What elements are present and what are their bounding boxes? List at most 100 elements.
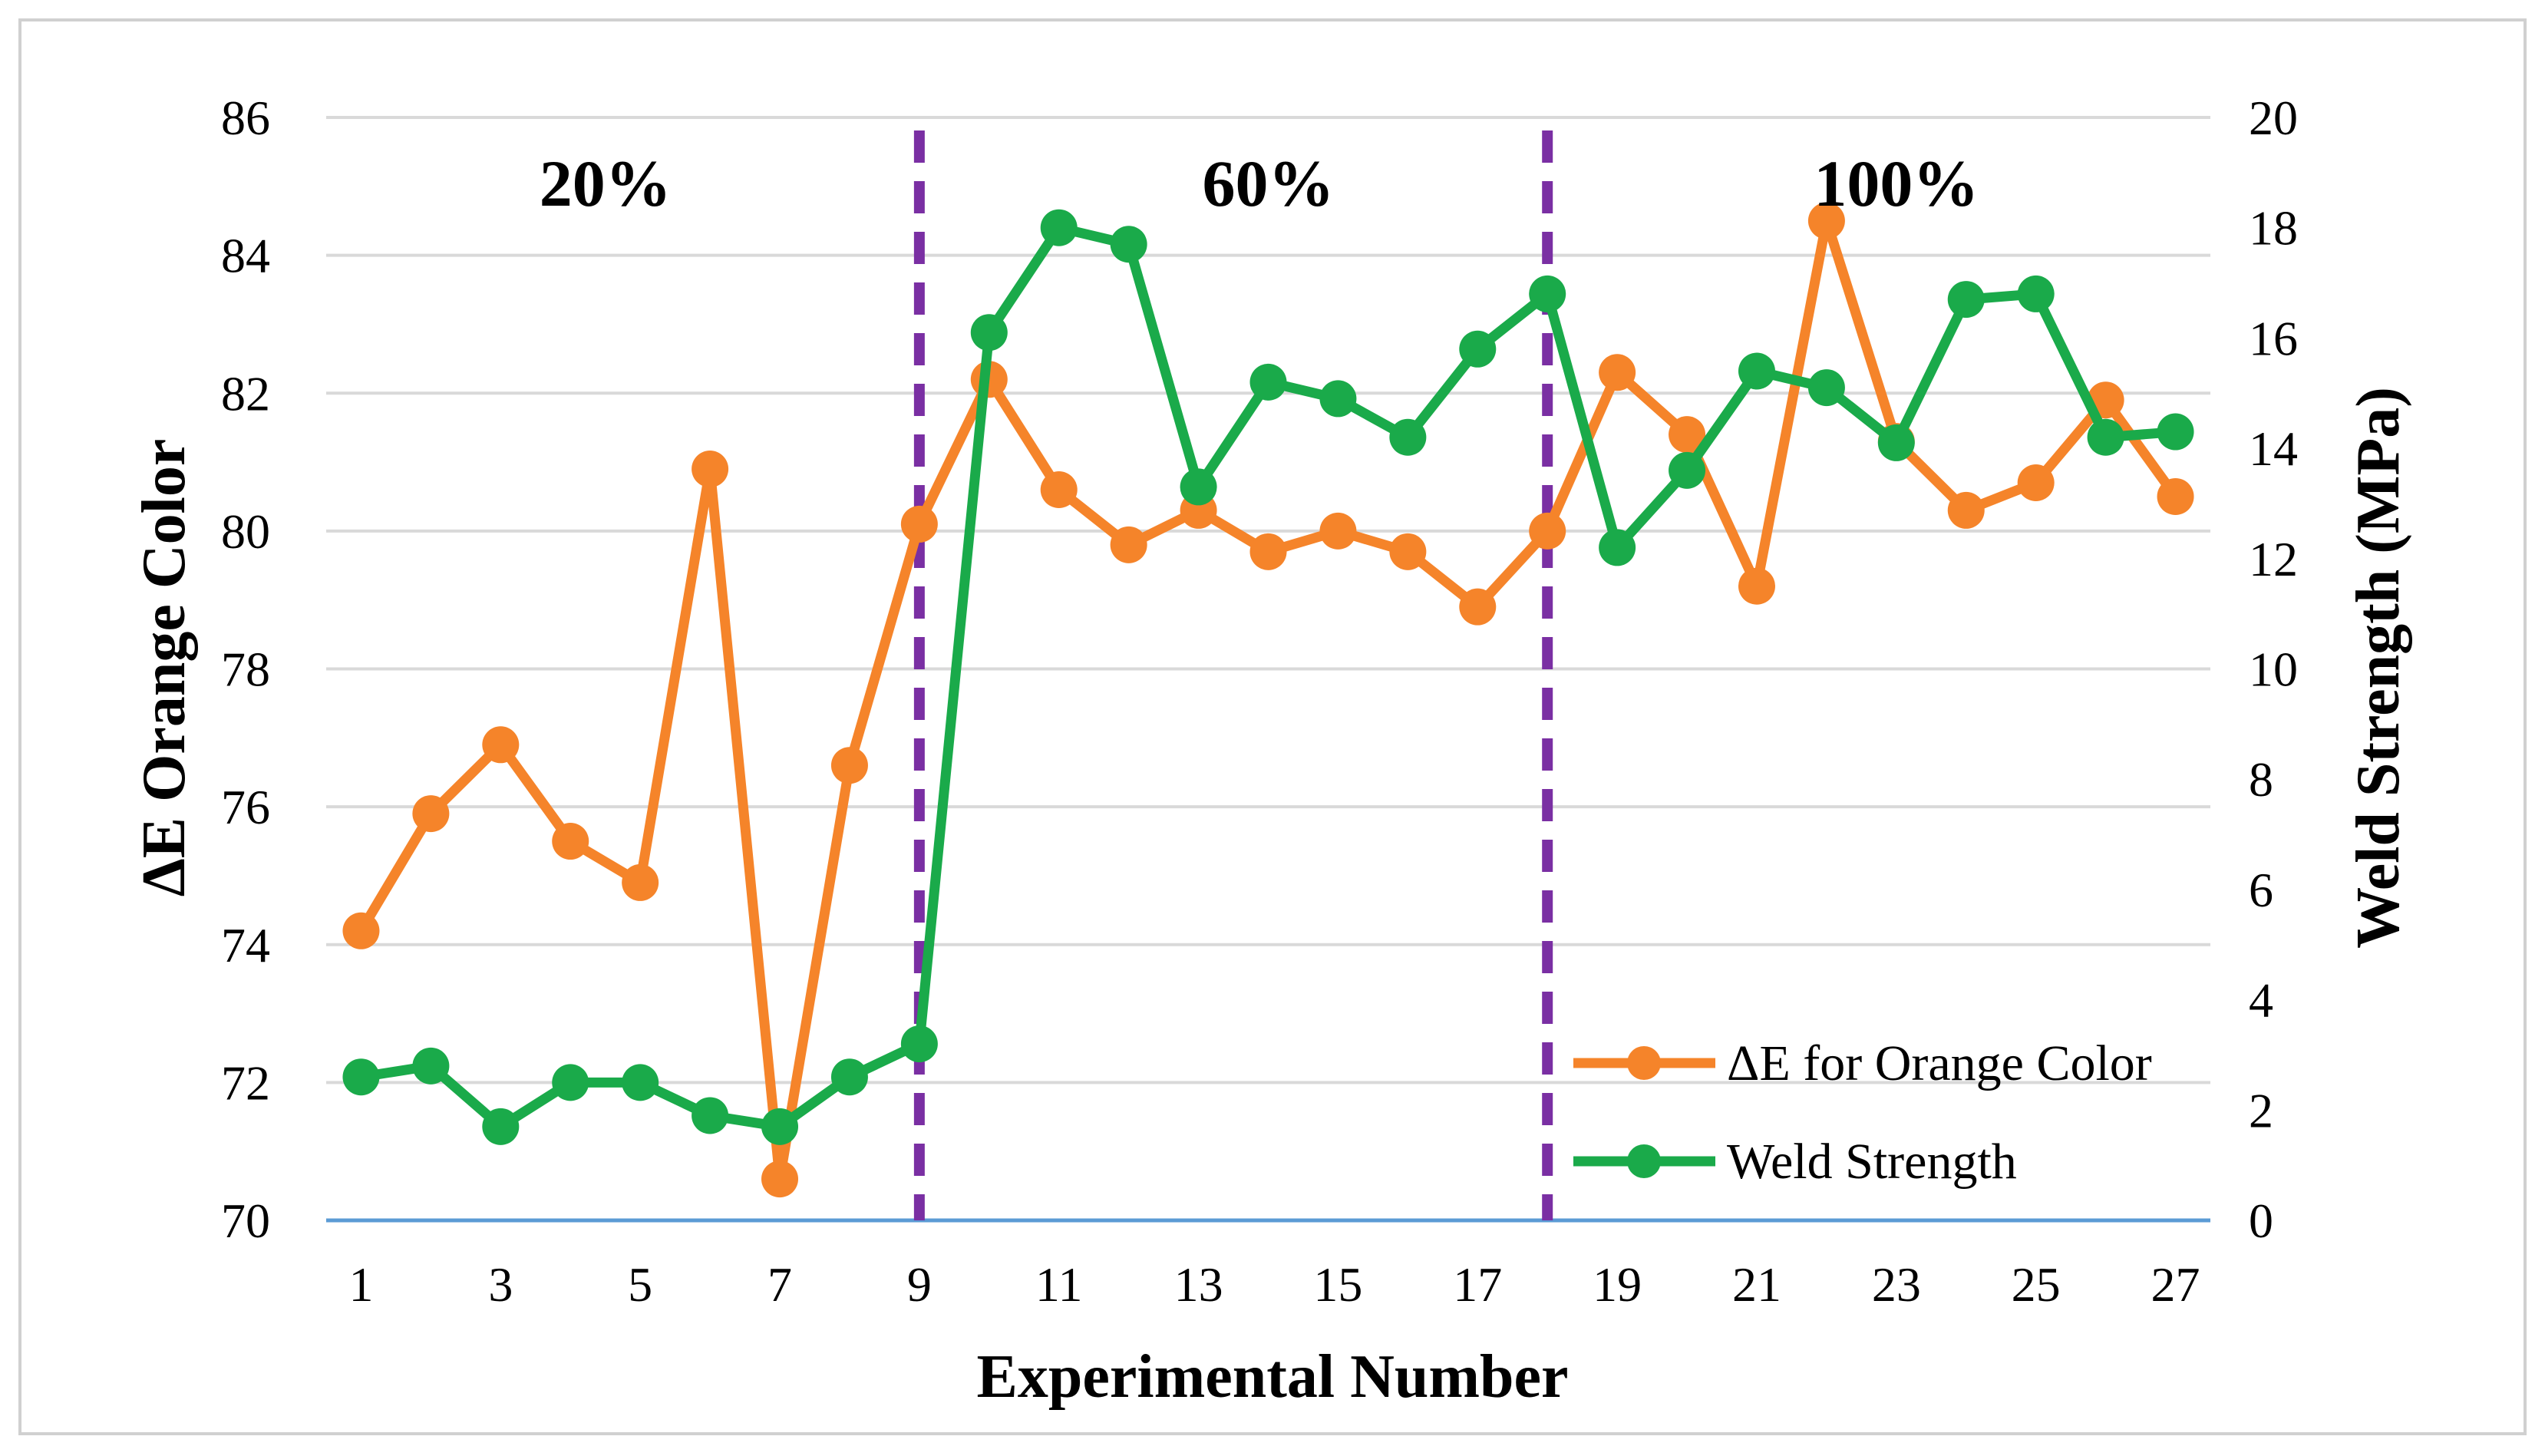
y-axis-left-title: ΔE Orange Color xyxy=(130,439,198,897)
data-point-orange xyxy=(1040,470,1078,508)
data-point-orange xyxy=(692,451,729,488)
x-tick-label: 3 xyxy=(488,1257,513,1312)
series-layer xyxy=(342,202,2194,1198)
data-point-green xyxy=(1599,529,1636,566)
y-left-tick-label: 72 xyxy=(221,1055,270,1110)
data-point-orange xyxy=(761,1161,799,1198)
x-tick-label: 17 xyxy=(1453,1257,1502,1312)
data-point-green xyxy=(1180,468,1217,506)
data-point-orange xyxy=(1947,491,1985,529)
data-point-green xyxy=(970,314,1008,352)
data-point-green xyxy=(1459,330,1497,368)
data-point-green xyxy=(2087,418,2124,456)
x-tick-label: 19 xyxy=(1593,1257,1642,1312)
x-tick-label: 11 xyxy=(1035,1257,1083,1312)
x-tick-label: 27 xyxy=(2151,1257,2200,1312)
legend-label-green: Weld Strength xyxy=(1727,1134,2017,1190)
data-point-green xyxy=(552,1064,589,1101)
data-point-orange xyxy=(622,863,659,901)
data-point-orange xyxy=(1249,533,1287,570)
x-tick-label: 7 xyxy=(767,1257,792,1312)
y-axis-right-title: Weld Strength (MPa) xyxy=(2345,387,2412,949)
data-point-orange xyxy=(900,505,938,543)
data-point-green xyxy=(761,1108,799,1145)
x-tick-label: 1 xyxy=(348,1257,373,1312)
data-point-orange xyxy=(1669,416,1706,454)
data-point-green xyxy=(482,1108,520,1145)
data-point-orange xyxy=(1459,588,1497,626)
data-point-orange xyxy=(830,747,868,784)
y-left-tick-label: 86 xyxy=(221,91,270,145)
x-tick-label: 5 xyxy=(628,1257,652,1312)
data-point-green xyxy=(830,1058,868,1096)
data-point-orange xyxy=(1599,354,1636,391)
data-point-green xyxy=(622,1064,659,1101)
region-label: 20% xyxy=(540,147,672,220)
x-axis-title: Experimental Number xyxy=(976,1343,1568,1411)
data-point-green xyxy=(1529,275,1566,312)
data-point-orange xyxy=(482,726,520,764)
y-right-tick-label: 14 xyxy=(2249,421,2298,476)
y-left-tick-label: 70 xyxy=(221,1194,270,1248)
y-right-tick-label: 18 xyxy=(2249,201,2298,256)
region-label: 60% xyxy=(1203,147,1335,220)
data-point-orange xyxy=(552,823,589,860)
y-left-tick-label: 82 xyxy=(221,366,270,421)
y-left-tick-label: 84 xyxy=(221,229,270,283)
y-left-tick-label: 76 xyxy=(221,780,270,834)
data-point-orange xyxy=(1389,533,1427,570)
y-right-tick-label: 10 xyxy=(2249,642,2298,697)
legend: ΔE for Orange Color Weld Strength xyxy=(1573,1035,2152,1190)
legend-marker-orange xyxy=(1627,1046,1661,1080)
y-right-tick-label: 0 xyxy=(2249,1194,2273,1248)
data-point-green xyxy=(1947,281,1985,319)
legend-marker-green xyxy=(1627,1144,1661,1178)
data-point-green xyxy=(342,1058,380,1096)
data-point-orange xyxy=(1319,512,1357,550)
data-point-orange xyxy=(342,912,380,949)
data-point-green xyxy=(2017,275,2055,312)
x-tick-label: 21 xyxy=(1732,1257,1781,1312)
y-left-tick-label: 74 xyxy=(221,918,270,972)
y-right-tick-label: 6 xyxy=(2249,863,2273,917)
y-right-tick-label: 8 xyxy=(2249,752,2273,807)
data-point-orange xyxy=(1738,567,1775,605)
data-point-green xyxy=(412,1047,450,1085)
region-labels: 20% 60% 100% xyxy=(540,147,1979,220)
y-right-tick-label: 20 xyxy=(2249,91,2298,145)
data-point-orange xyxy=(1807,202,1845,239)
y-left-tick-label: 78 xyxy=(221,642,270,697)
data-point-green xyxy=(1877,424,1915,461)
data-point-orange xyxy=(2017,464,2055,502)
region-label: 100% xyxy=(1814,147,1979,220)
data-point-green xyxy=(1040,209,1078,246)
data-point-green xyxy=(2157,413,2194,451)
data-point-orange xyxy=(412,795,450,833)
y-right-tick-label: 16 xyxy=(2249,311,2298,365)
data-point-green xyxy=(1249,363,1287,401)
data-point-green xyxy=(1319,380,1357,418)
data-point-orange xyxy=(1529,512,1566,550)
data-point-green xyxy=(1110,226,1147,263)
y-right-tick-label: 12 xyxy=(2249,532,2298,586)
data-point-green xyxy=(1669,451,1706,489)
x-tick-label: 9 xyxy=(907,1257,932,1312)
x-tick-label: 13 xyxy=(1174,1257,1223,1312)
data-point-green xyxy=(1738,352,1775,390)
y-right-tick-label: 2 xyxy=(2249,1083,2273,1137)
x-tick-label: 15 xyxy=(1313,1257,1362,1312)
legend-label-orange: ΔE for Orange Color xyxy=(1727,1035,2152,1091)
data-point-green xyxy=(1389,418,1427,456)
y-right-tick-label: 4 xyxy=(2249,973,2273,1028)
data-point-green xyxy=(1807,369,1845,407)
data-point-orange xyxy=(1110,526,1147,563)
y-left-tick-label: 80 xyxy=(221,504,270,559)
x-tick-label: 25 xyxy=(2012,1257,2061,1312)
data-point-green xyxy=(692,1097,729,1134)
data-point-green xyxy=(900,1025,938,1063)
data-point-orange xyxy=(2157,477,2194,515)
x-tick-label: 23 xyxy=(1872,1257,1921,1312)
